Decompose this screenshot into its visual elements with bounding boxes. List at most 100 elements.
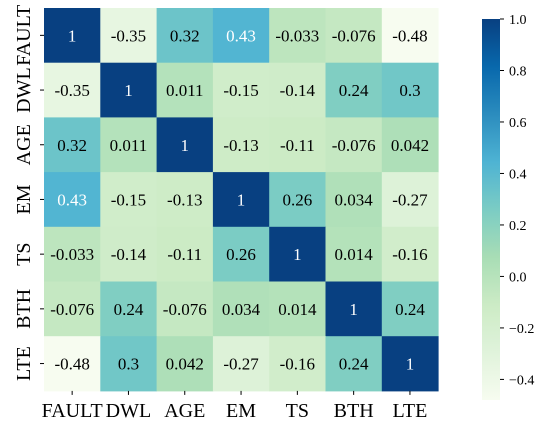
heatmap-cell bbox=[325, 336, 383, 392]
y-tick-label: DWL bbox=[13, 67, 35, 113]
cell-value-label: 0.24 bbox=[395, 300, 425, 319]
colorbar-tick-label: −0.4 bbox=[509, 373, 534, 388]
heatmap-cell bbox=[100, 172, 158, 228]
colorbar-tick-label: 0.4 bbox=[509, 167, 527, 182]
colorbar-tick-label: 0.6 bbox=[509, 116, 527, 131]
heatmap-cell bbox=[212, 8, 270, 64]
heatmap-cell bbox=[156, 281, 214, 337]
heatmap-cell bbox=[325, 8, 383, 64]
heatmap-cell bbox=[381, 281, 439, 337]
heatmap-cell bbox=[381, 117, 439, 173]
heatmap-cell bbox=[381, 336, 439, 392]
heatmap-cell bbox=[100, 62, 158, 118]
cell-value-label: 0.3 bbox=[118, 355, 139, 374]
colorbar-gradient bbox=[482, 19, 500, 400]
cell-value-label: 0.014 bbox=[335, 245, 374, 264]
heatmap-cell bbox=[381, 62, 439, 118]
y-tick-label: TS bbox=[13, 242, 35, 265]
heatmap-cell bbox=[325, 117, 383, 173]
cell-value-label: -0.033 bbox=[275, 26, 319, 45]
colorbar-tick-label: −0.2 bbox=[509, 322, 534, 337]
heatmap-cell bbox=[212, 336, 270, 392]
colorbar-tick-label: 0.0 bbox=[509, 270, 527, 285]
heatmap-cell bbox=[269, 62, 326, 118]
heatmap-cell bbox=[156, 336, 214, 392]
y-tick-label: AGE bbox=[13, 124, 35, 165]
heatmap-cell bbox=[44, 172, 101, 228]
heatmap-cell bbox=[269, 117, 326, 173]
cell-value-label: 0.042 bbox=[391, 136, 429, 155]
heatmap-cell bbox=[100, 336, 158, 392]
cell-value-label: -0.076 bbox=[50, 300, 94, 319]
heatmap-cell bbox=[381, 226, 439, 282]
cell-value-label: -0.13 bbox=[167, 190, 202, 209]
cell-value-label: -0.14 bbox=[280, 81, 316, 100]
colorbar-tick-label: 0.8 bbox=[509, 64, 527, 79]
x-tick-label: AGE bbox=[164, 400, 205, 422]
x-tick-labels: FAULT DWL AGE EM TS BTH LTE bbox=[42, 390, 428, 422]
heatmap-cell bbox=[212, 281, 270, 337]
x-tick-label: FAULT bbox=[42, 400, 103, 422]
cell-value-label: 1 bbox=[349, 300, 358, 319]
cell-value-label: -0.16 bbox=[392, 245, 427, 264]
cell-value-label: -0.48 bbox=[392, 26, 427, 45]
heatmap-cell bbox=[269, 336, 326, 392]
cell-value-label: -0.15 bbox=[223, 81, 258, 100]
y-tick-label: LTE bbox=[13, 346, 35, 381]
cell-value-label: 0.26 bbox=[226, 245, 256, 264]
x-tick-label: LTE bbox=[393, 400, 428, 422]
cell-value-label: 1 bbox=[406, 355, 415, 374]
heatmap-cell bbox=[100, 226, 158, 282]
cell-value-label: 0.011 bbox=[166, 81, 204, 100]
heatmap-cell bbox=[212, 172, 270, 228]
cell-value-label: -0.14 bbox=[111, 245, 147, 264]
heatmap-cell bbox=[325, 281, 383, 337]
heatmap-cell bbox=[44, 336, 101, 392]
cell-value-label: 1 bbox=[181, 136, 190, 155]
cell-value-label: 0.24 bbox=[114, 300, 144, 319]
heatmap-cell bbox=[212, 62, 270, 118]
cell-value-label: -0.11 bbox=[280, 136, 315, 155]
cell-value-label: 0.014 bbox=[278, 300, 317, 319]
heatmap-cell bbox=[156, 8, 214, 64]
cell-value-label: 0.43 bbox=[57, 190, 87, 209]
heatmap-cell bbox=[100, 281, 158, 337]
heatmap-cell bbox=[325, 62, 383, 118]
cell-value-label: 0.24 bbox=[339, 81, 369, 100]
cell-value-label: 0.24 bbox=[339, 355, 369, 374]
cell-value-label: -0.35 bbox=[111, 26, 146, 45]
cell-value-label: -0.15 bbox=[111, 190, 146, 209]
heatmap-cell bbox=[269, 281, 326, 337]
cell-value-label: -0.48 bbox=[54, 355, 89, 374]
cell-value-label: -0.13 bbox=[223, 136, 258, 155]
heatmap-cell bbox=[325, 226, 383, 282]
colorbar: 1.0 0.8 0.6 0.4 0.2 0.0 −0.2 −0.4 bbox=[482, 13, 534, 400]
heatmap-cell bbox=[156, 226, 214, 282]
cell-value-label: 1 bbox=[124, 81, 133, 100]
heatmap-cell bbox=[156, 117, 214, 173]
heatmap-cell bbox=[325, 172, 383, 228]
cell-value-label: -0.076 bbox=[332, 136, 376, 155]
heatmap-cell bbox=[100, 117, 158, 173]
x-tick-label: EM bbox=[226, 400, 256, 422]
cell-value-label: 0.042 bbox=[166, 355, 204, 374]
heatmap-cell bbox=[381, 172, 439, 228]
heatmap-cell bbox=[269, 226, 326, 282]
heatmap-cell bbox=[212, 226, 270, 282]
y-tick-label: BTH bbox=[13, 289, 35, 329]
cell-value-label: 0.43 bbox=[226, 26, 256, 45]
cell-value-label: 0.32 bbox=[170, 26, 200, 45]
x-tick-label: BTH bbox=[334, 400, 374, 422]
cell-value-label: 0.32 bbox=[57, 136, 87, 155]
heatmap-cell bbox=[44, 62, 101, 118]
heatmap-cell bbox=[100, 8, 158, 64]
cell-value-label: -0.033 bbox=[50, 245, 94, 264]
heatmap-cell bbox=[44, 226, 101, 282]
heatmap-cell bbox=[212, 117, 270, 173]
y-tick-label: FAULT bbox=[13, 5, 35, 66]
cell-value-label: 1 bbox=[293, 245, 302, 264]
colorbar-tick-label: 0.2 bbox=[509, 219, 527, 234]
heatmap-cell bbox=[269, 172, 326, 228]
